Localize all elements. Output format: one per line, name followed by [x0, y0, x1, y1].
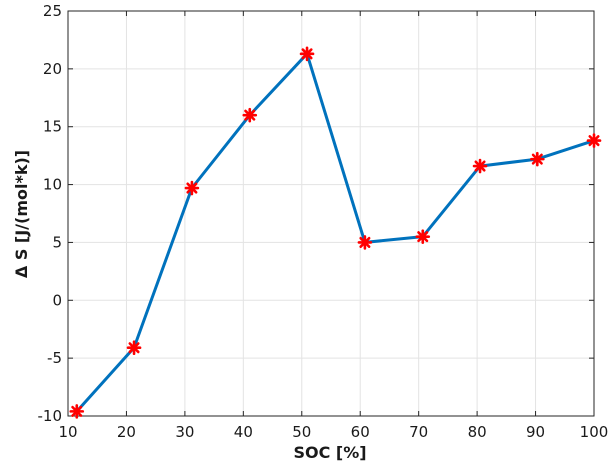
axes-box	[67, 10, 595, 417]
x-tick-label: 40	[234, 423, 253, 441]
y-tick-label: -10	[38, 407, 63, 425]
y-tick-label: -5	[47, 349, 62, 367]
x-tick-label: 100	[580, 423, 609, 441]
axis-ticks: 10 20 30 40 50 60 70 80 90 100 -10 -5 0 5 10 15 20 25	[38, 2, 609, 441]
data-series	[75, 52, 595, 413]
x-tick-label: 70	[409, 423, 428, 441]
x-tick-label: 30	[175, 423, 194, 441]
data-point-marker	[184, 180, 200, 196]
data-point-marker	[69, 404, 85, 419]
x-tick-label: 90	[526, 423, 545, 441]
data-point-marker	[242, 107, 258, 123]
data-point-marker	[472, 158, 488, 174]
y-tick-label: 10	[43, 176, 62, 194]
data-markers	[69, 46, 602, 419]
x-tick-label: 20	[117, 423, 136, 441]
data-point-marker	[357, 235, 373, 250]
data-point-marker	[126, 340, 142, 356]
grid	[67, 10, 595, 417]
x-tick-label: 50	[292, 423, 311, 441]
x-axis-label: SOC [%]	[293, 443, 366, 462]
y-tick-label: 25	[43, 2, 62, 20]
data-point-marker	[299, 46, 315, 62]
x-tick-label: 10	[58, 423, 77, 441]
y-tick-label: 0	[52, 291, 62, 309]
series-line	[75, 52, 595, 413]
data-point-marker	[415, 229, 431, 244]
data-point-marker	[586, 133, 602, 148]
y-tick-label: 15	[43, 118, 62, 136]
x-tick-label: 60	[351, 423, 370, 441]
plot-area	[68, 11, 594, 416]
x-tick-label: 80	[468, 423, 487, 441]
axes	[67, 10, 595, 417]
data-point-marker	[530, 151, 545, 167]
y-tick-label: 20	[43, 60, 62, 78]
y-tick-label: 5	[52, 233, 62, 251]
y-axis-label: Δ S [J/(mol*k)]	[12, 150, 31, 278]
